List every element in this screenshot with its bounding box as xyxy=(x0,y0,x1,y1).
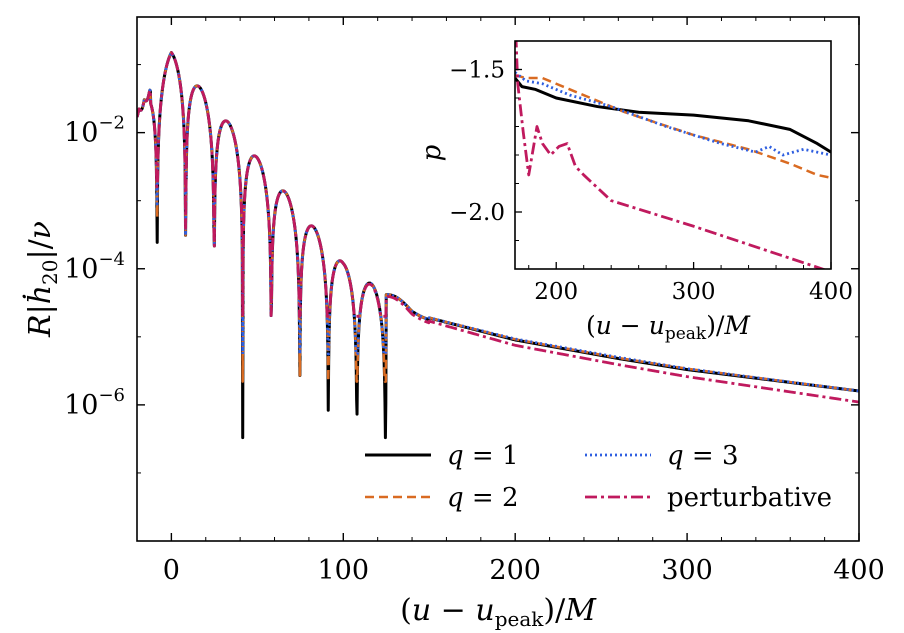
inset-y-tick-label: −1.5 xyxy=(449,58,505,84)
inset-series-line-1 xyxy=(515,73,831,180)
legend-label-3: perturbative xyxy=(667,483,832,513)
inset-xlabel-u2: u xyxy=(649,311,665,340)
main-x-tick-label: 300 xyxy=(661,555,713,586)
main-y-ticks: 10−2 10−4 10−6 xyxy=(64,64,859,474)
main-y-tick-label: 10−6 xyxy=(64,385,125,421)
inset-background xyxy=(515,41,831,269)
ylabel-bar2: |/ xyxy=(23,238,58,259)
xlabel-suffix: )/ xyxy=(543,593,566,628)
xlabel-M: M xyxy=(564,593,597,628)
ylabel-R: R xyxy=(23,314,58,338)
ylabel-nu: ν xyxy=(23,221,58,239)
ylabel-sub: 20 xyxy=(38,259,62,284)
xlabel-sub: peak xyxy=(495,607,545,631)
legend: q = 1 q = 3 q = 2 perturbative xyxy=(365,441,832,513)
inset-x-tick-label: 300 xyxy=(672,279,716,305)
main-x-ticks: 0 100 200 300 400 xyxy=(136,17,885,586)
main-y-axis-label: R|ḣ20|/ν xyxy=(22,221,62,338)
main-x-tick-label: 100 xyxy=(318,555,370,586)
main-series-line-3 xyxy=(137,51,859,404)
inset-y-ticks: −1.5 −2.0 xyxy=(449,58,522,241)
svg-text:R|ḣ20|/ν: R|ḣ20|/ν xyxy=(22,221,62,338)
xlabel-u: u xyxy=(412,593,431,628)
inset-xlabel-sub: peak xyxy=(665,324,707,344)
main-x-tick-label: 400 xyxy=(833,555,885,586)
xlabel-prefix: ( xyxy=(400,593,412,628)
inset-xlabel-prefix: ( xyxy=(586,311,596,340)
inset-xlabel-minus: − xyxy=(612,311,649,340)
inset-series-group xyxy=(515,41,831,269)
main-plot-frame xyxy=(136,16,860,542)
inset-x-ticks: 200 300 400 xyxy=(528,262,853,305)
legend-label-1: q = 2 xyxy=(447,483,519,513)
legend-label-0: q = 1 xyxy=(447,441,519,471)
inset-series-line-2 xyxy=(515,71,831,157)
inset-x-tick-label: 400 xyxy=(809,279,853,305)
xlabel-minus: − xyxy=(431,593,475,628)
inset-x-axis-label: (u − upeak)/M xyxy=(586,311,751,344)
inset-x-tick-label: 200 xyxy=(534,279,578,305)
main-x-axis-label: (u − upeak)/M xyxy=(400,593,597,631)
ylabel-bar1: | xyxy=(23,304,58,314)
inset-y-tick-label: −2.0 xyxy=(449,200,505,226)
main-y-tick-label: 10−4 xyxy=(64,249,125,285)
xlabel-u2: u xyxy=(475,593,494,628)
main-x-tick-label: 200 xyxy=(489,555,541,586)
inset-xlabel-M: M xyxy=(723,311,751,340)
main-x-tick-label: 0 xyxy=(163,555,180,586)
inset-xlabel-u: u xyxy=(596,311,612,340)
main-y-tick-label: 10−2 xyxy=(64,113,125,149)
inset-y-axis-label: p xyxy=(417,144,447,161)
inset-series-line-0 xyxy=(515,77,831,154)
inset-series-line-3 xyxy=(515,41,827,269)
ylabel-h: ḣ xyxy=(22,285,58,304)
main-series-group xyxy=(137,51,859,440)
legend-label-2: q = 3 xyxy=(667,441,739,471)
inset-xlabel-suffix: )/ xyxy=(706,311,725,340)
